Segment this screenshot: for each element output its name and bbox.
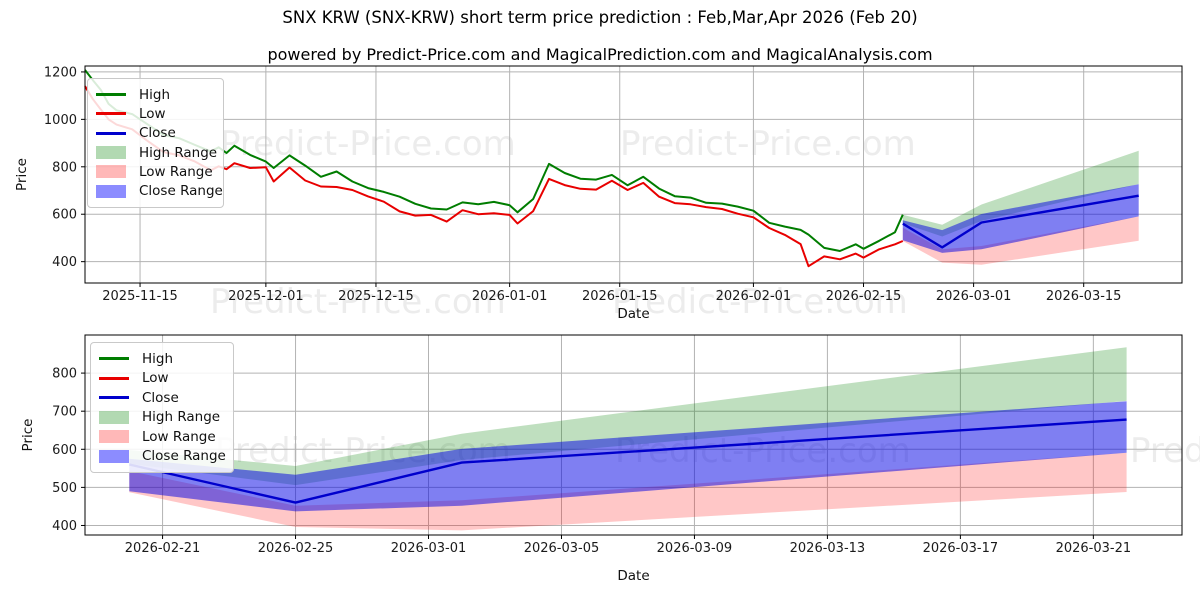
y-tick-label: 800 [52,160,77,175]
x-tick-label: 2025-12-15 [338,289,414,304]
legend-line-swatch [96,112,126,116]
legend-top-chart: High Low Close High Range Low Range Close Ran… [87,78,224,208]
legend-item-label: Low Range [142,428,216,445]
legend-item-label: High [142,350,174,367]
legend-item-high-range: High Range [99,408,221,428]
x-axis-label: Date [617,306,649,322]
legend-item-label: High Range [139,144,218,161]
close-forecast-line [902,194,1139,249]
legend-item-label: Close Range [139,183,223,200]
y-tick-label: 400 [52,519,77,534]
legend-patch-swatch [96,184,126,198]
legend-item-label: Close [142,389,179,406]
x-tick-label: 2026-01-15 [582,289,658,304]
legend-patch-swatch [99,410,129,424]
x-tick-label: 2025-11-15 [102,289,178,304]
x-tick-label: 2026-02-15 [826,289,902,304]
x-tick-label: 2026-02-01 [716,289,792,304]
legend-item-label: High [139,86,171,103]
legend-item-low-range: Low Range [96,162,213,181]
y-axis-label: Price [20,419,36,452]
x-axis-label: Date [617,568,649,584]
legend-line-swatch [99,376,129,380]
y-tick-label: 1000 [44,113,77,128]
legend-item-close: Close [99,388,221,408]
legend-item-low-range: Low Range [99,427,221,447]
x-tick-label: 2026-01-01 [472,289,548,304]
x-tick-label: 2026-02-25 [258,541,334,556]
legend-patch-swatch [99,430,129,444]
x-tick-label: 2026-03-05 [524,541,600,556]
watermark-text: Predict-Price.com [612,282,908,322]
x-tick-label: 2026-03-01 [936,289,1012,304]
chart-subtitle: powered by Predict-Price.com and Magical… [267,45,933,64]
legend-patch-swatch [96,146,126,160]
close-range-band [129,401,1127,512]
y-axis-label: Price [14,158,30,191]
watermark-text: Predict-Price.com [220,124,516,164]
legend-item-high-range: High Range [96,143,217,162]
legend-item-label: Low [142,370,169,387]
legend-item-close: Close [96,124,211,143]
legend-item-close-range: Close Range [96,182,223,201]
legend-item-high: High [96,85,211,104]
plot-border [84,65,1183,284]
watermark-text: Predict-Price.com [1130,431,1200,471]
x-tick-label: 2026-03-17 [923,541,999,556]
x-tick-label: 2025-12-01 [228,289,304,304]
x-tick-label: 2026-02-21 [125,541,201,556]
x-tick-label: 2026-03-13 [790,541,866,556]
y-tick-label: 600 [52,208,77,223]
x-tick-label: 2026-03-21 [1056,541,1132,556]
legend-line-swatch [96,131,126,135]
chart-forecast-zoom: Predict-Price.comPredict-Price.comPredic… [20,334,1200,584]
legend-item-label: High Range [142,409,221,426]
chart-title: SNX KRW (SNX-KRW) short term price predi… [282,8,918,27]
y-tick-label: 700 [52,405,77,420]
chart-history-with-forecast: Predict-Price.com Predict-Price.com Predic… [14,65,1183,322]
plot-border [84,334,1183,536]
legend-item-label: Low Range [139,163,213,180]
legend-item-label: Close Range [142,448,226,465]
y-tick-label: 500 [52,481,77,496]
y-tick-label: 600 [52,443,77,458]
high-range-band [902,150,1139,237]
watermark-text: Predict-Price.com [210,282,506,322]
legend-patch-swatch [99,449,129,463]
x-tick-label: 2026-03-09 [657,541,733,556]
high-range-band [129,347,1127,486]
legend-item-label: Low [139,105,166,122]
legend-item-close-range: Close Range [99,447,226,467]
close-forecast-line [129,418,1127,504]
legend-line-swatch [99,396,129,400]
legend-item-label: Close [139,125,176,142]
y-tick-label: 400 [52,255,77,270]
x-tick-label: 2026-03-01 [391,541,467,556]
y-tick-label: 1200 [44,65,77,80]
legend-line-swatch [96,93,126,97]
legend-bottom-chart: High Low Close High Range Low Range Close Ran… [90,342,234,473]
legend-item-low: Low [99,369,221,389]
watermark-text: Predict-Price.com [620,124,916,164]
y-tick-label: 800 [52,367,77,382]
legend-item-high: High [99,349,221,369]
legend-patch-swatch [96,165,126,179]
x-tick-label: 2026-03-15 [1046,289,1122,304]
legend-line-swatch [99,357,129,361]
legend-item-low: Low [96,104,211,123]
